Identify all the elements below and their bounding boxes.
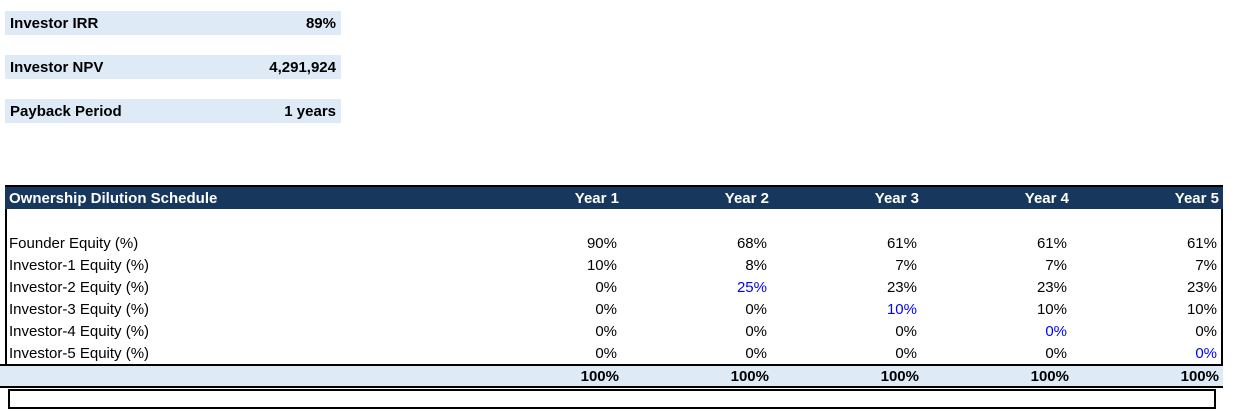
column-header[interactable]: Year 2 — [724, 189, 769, 207]
equity-cell[interactable]: 23% — [886, 278, 917, 296]
equity-cell[interactable]: 0% — [1195, 322, 1217, 340]
equity-cell[interactable]: 0% — [1195, 344, 1217, 362]
table-row: Founder Equity (%) 90% 68% 61% 61% 61% — [7, 232, 1221, 254]
column-header[interactable]: Year 4 — [1024, 189, 1069, 207]
equity-cell[interactable]: 10% — [1186, 300, 1217, 318]
metric-value: 1 years — [284, 102, 336, 120]
column-header[interactable]: Year 1 — [574, 189, 619, 207]
table-row: Investor-3 Equity (%) 0% 0% 10% 10% 10% — [7, 298, 1221, 320]
equity-cell[interactable]: 61% — [1036, 234, 1067, 252]
equity-cell[interactable]: 10% — [586, 256, 617, 274]
equity-cell[interactable]: 7% — [1195, 256, 1217, 274]
metric-label: Investor NPV — [10, 58, 104, 76]
equity-cell[interactable]: 0% — [595, 344, 617, 362]
equity-cell[interactable]: 0% — [745, 322, 767, 340]
equity-cell[interactable]: 0% — [895, 322, 917, 340]
metric-label: Payback Period — [10, 102, 122, 120]
equity-cell[interactable]: 0% — [1045, 322, 1067, 340]
total-cell[interactable]: 100% — [730, 367, 769, 385]
metric-payback-period[interactable]: Payback Period 1 years — [5, 99, 341, 123]
row-label[interactable]: Investor-3 Equity (%) — [9, 300, 150, 318]
table-header: Ownership Dilution Schedule Year 1 Year 2… — [5, 185, 1223, 209]
row-label[interactable]: Investor-2 Equity (%) — [9, 278, 150, 296]
equity-cell[interactable]: 0% — [1045, 344, 1067, 362]
row-label[interactable]: Founder Equity (%) — [9, 234, 139, 252]
empty-input-cell[interactable] — [8, 389, 1216, 409]
table-row: Investor-1 Equity (%) 10% 8% 7% 7% 7% — [7, 254, 1221, 276]
table-body: Founder Equity (%) 90% 68% 61% 61% 61% Investo… — [5, 209, 1223, 364]
ownership-dilution-table: Ownership Dilution Schedule Year 1 Year 2… — [5, 185, 1223, 364]
metric-label: Investor IRR — [10, 14, 99, 32]
spacer-row — [7, 209, 1221, 232]
table-row: Investor-2 Equity (%) 0% 25% 23% 23% 23% — [7, 276, 1221, 298]
row-label[interactable]: Investor-4 Equity (%) — [9, 322, 150, 340]
total-cell[interactable]: 100% — [880, 367, 919, 385]
equity-cell[interactable]: 61% — [886, 234, 917, 252]
total-cell[interactable]: 100% — [1180, 367, 1219, 385]
equity-cell[interactable]: 68% — [736, 234, 767, 252]
equity-cell[interactable]: 0% — [595, 322, 617, 340]
equity-cell[interactable]: 90% — [586, 234, 617, 252]
column-header[interactable]: Year 3 — [874, 189, 919, 207]
metric-investor-npv[interactable]: Investor NPV 4,291,924 — [5, 55, 341, 79]
equity-cell[interactable]: 0% — [595, 278, 617, 296]
table-title: Ownership Dilution Schedule — [9, 189, 218, 207]
equity-cell[interactable]: 7% — [895, 256, 917, 274]
metric-investor-irr[interactable]: Investor IRR 89% — [5, 11, 341, 35]
column-header[interactable]: Year 5 — [1174, 189, 1219, 207]
equity-cell[interactable]: 0% — [595, 300, 617, 318]
equity-cell[interactable]: 8% — [745, 256, 767, 274]
equity-cell[interactable]: 7% — [1045, 256, 1067, 274]
equity-cell[interactable]: 25% — [736, 278, 767, 296]
equity-cell[interactable]: 23% — [1036, 278, 1067, 296]
total-row: 100% 100% 100% 100% 100% — [0, 364, 1223, 388]
metric-value: 4,291,924 — [269, 58, 336, 76]
total-cell[interactable]: 100% — [580, 367, 619, 385]
row-label[interactable]: Investor-5 Equity (%) — [9, 344, 150, 362]
table-row: Investor-5 Equity (%) 0% 0% 0% 0% 0% — [7, 342, 1221, 364]
total-cell[interactable]: 100% — [1030, 367, 1069, 385]
equity-cell[interactable]: 10% — [1036, 300, 1067, 318]
equity-cell[interactable]: 0% — [745, 300, 767, 318]
equity-cell[interactable]: 23% — [1186, 278, 1217, 296]
row-label[interactable]: Investor-1 Equity (%) — [9, 256, 150, 274]
equity-cell[interactable]: 61% — [1186, 234, 1217, 252]
equity-cell[interactable]: 10% — [886, 300, 917, 318]
equity-cell[interactable]: 0% — [895, 344, 917, 362]
metric-value: 89% — [305, 14, 336, 32]
table-row: Investor-4 Equity (%) 0% 0% 0% 0% 0% — [7, 320, 1221, 342]
equity-cell[interactable]: 0% — [745, 344, 767, 362]
